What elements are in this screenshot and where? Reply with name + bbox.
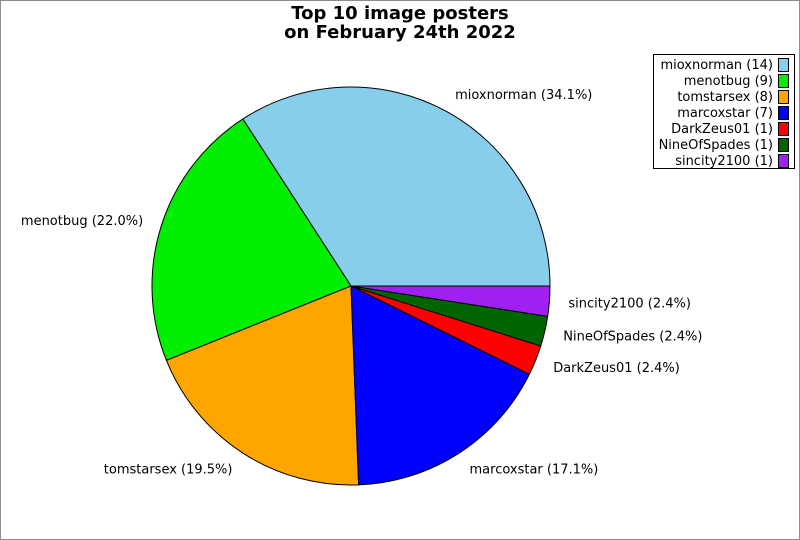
legend-item-DarkZeus01: DarkZeus01 (1)	[654, 121, 794, 137]
slice-label-DarkZeus01: DarkZeus01 (2.4%)	[553, 361, 680, 376]
slice-label-tomstarsex: tomstarsex (19.5%)	[104, 463, 233, 478]
legend-item-marcoxstar: marcoxstar (7)	[654, 105, 794, 121]
pie-slice-tomstarsex	[165, 285, 360, 486]
legend: mioxnorman (14) menotbug (9) tomstarsex (8…	[653, 54, 795, 169]
slice-label-NineOfSpades: NineOfSpades (2.4%)	[563, 329, 702, 344]
legend-swatch-DarkZeus01	[778, 122, 789, 136]
legend-label: NineOfSpades (1)	[658, 137, 773, 153]
pie-slice-sincity2100	[350, 285, 551, 317]
legend-swatch-menotbug	[778, 74, 789, 88]
legend-item-menotbug: menotbug (9)	[654, 73, 794, 89]
legend-label: marcoxstar (7)	[677, 105, 773, 121]
legend-swatch-marcoxstar	[778, 106, 789, 120]
legend-label: DarkZeus01 (1)	[671, 121, 773, 137]
slice-label-menotbug: menotbug (22.0%)	[21, 214, 143, 229]
legend-label: menotbug (9)	[683, 73, 773, 89]
legend-swatch-sincity2100	[778, 154, 789, 168]
legend-label: tomstarsex (8)	[677, 89, 773, 105]
legend-label: mioxnorman (14)	[660, 57, 773, 73]
legend-label: sincity2100 (1)	[675, 153, 773, 169]
legend-item-tomstarsex: tomstarsex (8)	[654, 89, 794, 105]
slice-label-sincity2100: sincity2100 (2.4%)	[568, 296, 691, 311]
pie-slice-marcoxstar	[350, 285, 530, 486]
pie-slice-mioxnorman	[242, 86, 551, 287]
chart-title-line-2: on February 24th 2022	[284, 22, 516, 43]
legend-swatch-NineOfSpades	[778, 138, 789, 152]
legend-item-sincity2100: sincity2100 (1)	[654, 153, 794, 169]
legend-swatch-mioxnorman	[778, 58, 789, 72]
slice-label-marcoxstar: marcoxstar (17.1%)	[470, 463, 599, 478]
slice-label-mioxnorman: mioxnorman (34.1%)	[455, 88, 592, 103]
legend-item-mioxnorman: mioxnorman (14)	[654, 57, 794, 73]
chart-title-line-1: Top 10 image posters	[291, 3, 509, 24]
legend-swatch-tomstarsex	[778, 90, 789, 104]
chart-title: Top 10 image posters on February 24th 20…	[1, 4, 799, 42]
pie-slice-menotbug	[151, 118, 352, 361]
legend-item-NineOfSpades: NineOfSpades (1)	[654, 137, 794, 153]
